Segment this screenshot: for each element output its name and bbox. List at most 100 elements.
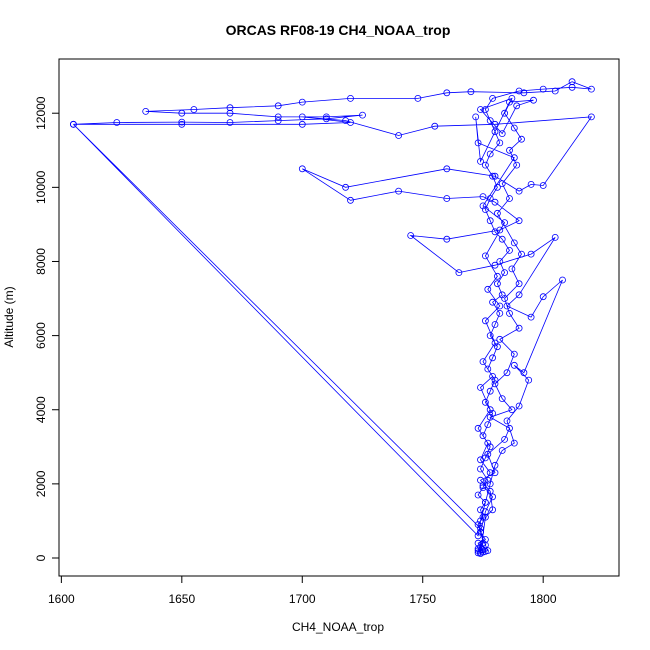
data-point	[530, 96, 537, 104]
data-point	[431, 122, 439, 130]
data-point	[479, 482, 487, 490]
data-point	[484, 547, 492, 554]
data-point	[518, 135, 525, 143]
data-point	[274, 113, 282, 121]
data-point	[226, 109, 234, 117]
data-point	[486, 117, 494, 124]
data-point	[510, 350, 518, 358]
x-axis-label: CH4_NOAA_trop	[292, 620, 384, 634]
data-point	[342, 183, 350, 191]
data-point	[501, 219, 509, 227]
data-point	[491, 128, 499, 136]
data-point	[513, 161, 521, 169]
data-point	[491, 469, 499, 477]
data-point	[481, 252, 489, 260]
data-point	[226, 104, 234, 112]
data-point	[506, 246, 513, 254]
data-point	[477, 384, 484, 391]
data-point	[539, 293, 547, 301]
data-point	[477, 506, 484, 514]
data-point	[489, 409, 497, 417]
data-point	[493, 209, 501, 217]
data-point	[481, 161, 489, 169]
data-point	[477, 476, 484, 484]
y-tick-label: 2000	[34, 470, 48, 497]
y-axis-label: Altitude (m)	[2, 286, 16, 347]
data-point	[551, 233, 559, 241]
data-point	[491, 198, 499, 206]
data-point	[359, 111, 366, 119]
data-point	[493, 280, 501, 288]
data-point	[491, 380, 499, 388]
data-point	[493, 183, 501, 191]
data-point	[486, 150, 494, 158]
data-point	[506, 195, 513, 202]
data-point	[481, 513, 489, 521]
data-point	[491, 261, 499, 269]
data-point	[539, 182, 547, 189]
data-point	[486, 469, 494, 477]
data-point	[513, 102, 521, 110]
data-point	[515, 217, 523, 225]
data-point	[515, 87, 523, 95]
data-point	[510, 239, 518, 247]
data-point	[481, 106, 489, 113]
data-point	[510, 154, 518, 162]
x-tick-label: 1650	[168, 592, 195, 606]
data-point	[481, 206, 489, 214]
data-point	[474, 539, 482, 547]
data-point	[486, 480, 494, 488]
data-point	[479, 358, 487, 366]
data-point	[489, 172, 497, 180]
data-point	[298, 113, 306, 121]
data-point	[455, 269, 463, 277]
data-point	[489, 506, 497, 514]
data-point	[474, 549, 482, 557]
data-point	[508, 95, 516, 102]
data-point	[486, 332, 494, 340]
data-point	[498, 447, 506, 454]
data-point	[539, 85, 547, 93]
data-point	[491, 461, 499, 469]
data-point	[489, 354, 497, 362]
data-point	[568, 78, 576, 86]
y-tick-label: 6000	[34, 322, 48, 349]
data-point	[489, 493, 497, 501]
data-point	[520, 369, 528, 377]
y-axis: 0 2000 4000 6000 8000 10000 12000	[34, 96, 60, 561]
data-point	[489, 298, 497, 306]
data-point	[443, 165, 451, 173]
data-point	[496, 302, 504, 310]
data-point	[508, 265, 516, 273]
data-point	[588, 85, 595, 93]
data-point	[407, 232, 415, 239]
data-point	[489, 95, 497, 102]
data-point	[501, 435, 509, 443]
data-point	[508, 406, 516, 414]
x-tick-label: 1600	[48, 592, 75, 606]
data-point	[178, 109, 186, 117]
data-point	[491, 376, 499, 384]
data-point	[477, 524, 484, 532]
data-point	[496, 309, 504, 317]
data-point	[479, 193, 487, 201]
data-point	[501, 269, 509, 277]
data-point	[510, 124, 518, 132]
data-point	[498, 291, 506, 299]
data-point	[474, 521, 482, 528]
data-point	[226, 119, 234, 126]
data-point	[510, 361, 518, 369]
data-point	[474, 491, 482, 499]
data-point	[525, 376, 533, 384]
data-point	[486, 217, 494, 225]
data-point	[559, 276, 566, 284]
data-point	[479, 484, 487, 492]
data-point	[395, 187, 403, 195]
data-point	[510, 439, 518, 447]
x-tick-label: 1750	[409, 592, 436, 606]
data-point	[274, 102, 282, 110]
data-point	[498, 180, 506, 188]
series-line	[73, 81, 593, 555]
data-point	[486, 195, 494, 202]
y-tick-label: 12000	[34, 96, 48, 130]
